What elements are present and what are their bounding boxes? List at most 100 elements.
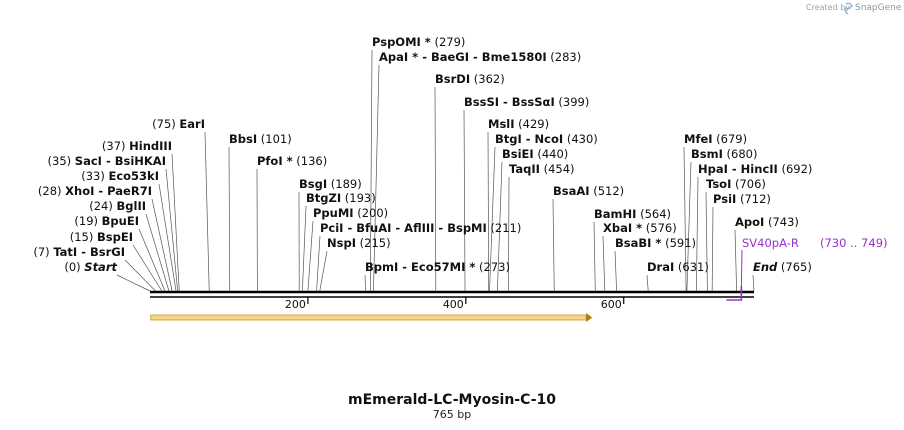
site-label-bsgi[interactable]: BsgI (189) [299,177,362,191]
leader-bsmi [686,161,692,292]
site-label-drai[interactable]: DraI (631) [647,260,709,274]
site-aliases: - HincII [728,162,778,176]
leader-hindiii [171,153,180,292]
site-label-bpmi[interactable]: BpmI - Eco57MI * (273) [365,260,510,274]
site-position: (75) [152,117,179,131]
site-name: EarI [179,117,205,131]
leader-bsaai [552,198,555,292]
site-label-taqii[interactable]: TaqII (454) [509,162,575,176]
feature-range: (730 .. 749) [820,236,888,250]
leader-tati [124,259,156,292]
site-position: (0) [64,260,84,274]
site-name: Eco53kI [108,169,159,183]
site-label-mfei[interactable]: MfeI (679) [684,132,747,146]
leader-nspi [319,250,328,292]
site-label-xhoi[interactable]: (28) XhoI - PaeR7I [38,184,152,198]
feature-name: SV40pA-R [742,236,799,250]
site-aliases: - NcoI [522,132,563,146]
leader-bpmi [364,274,366,292]
site-name: ApoI [735,215,764,229]
site-position: (193) [341,191,376,205]
site-label-bamhi[interactable]: BamHI (564) [594,207,671,221]
site-name: PpuMI [313,206,354,220]
site-label-ppumi[interactable]: PpuMI (200) [313,206,388,220]
site-label-pfoi[interactable]: PfoI * (136) [257,154,327,168]
site-label-pcii[interactable]: PciI - BfuAI - AflIII - BspMI (211) [320,221,521,235]
site-label-btgzi[interactable]: BtgZI (193) [306,191,376,205]
site-label-hindiii[interactable]: (37) HindIII [102,139,172,153]
site-label-bsaai[interactable]: BsaAI (512) [553,184,624,198]
site-name: DraI [647,260,674,274]
site-label-bpuei[interactable]: (19) BpuEI [74,214,139,228]
site-label-psii[interactable]: PsiI (712) [713,192,771,206]
site-position: (429) [515,117,550,131]
site-position: (211) [487,221,522,235]
site-label-end[interactable]: End (765) [753,260,812,274]
site-name: PspOMI * [372,35,431,49]
site-name: BsaAI [553,184,590,198]
site-label-eari[interactable]: (75) EarI [152,117,205,131]
site-name: NspI [327,236,356,250]
site-position: (512) [590,184,625,198]
leader-bsssi [463,109,466,292]
site-position: (454) [540,162,575,176]
site-label-pspomi[interactable]: PspOMI * (279) [372,35,465,49]
feature-leader [740,249,743,287]
leader-btgzi [302,205,307,292]
leader-start [116,274,151,292]
site-label-xbai[interactable]: XbaI * (576) [603,221,677,235]
site-label-saci[interactable]: (35) SacI - BsiHKAI [48,154,166,168]
site-name: BbsI [229,132,257,146]
site-name: PfoI * [257,154,293,168]
site-name: XbaI * [603,221,642,235]
site-position: (33) [81,169,108,183]
orf-arrow[interactable] [150,313,593,322]
site-name: BsgI [299,177,327,191]
site-label-start[interactable]: (0) Start [64,260,117,274]
leader-bglii [145,213,170,292]
site-name: HindIII [129,139,172,153]
credit-text: Created by [806,3,850,12]
site-label-bglii[interactable]: (24) BglII [89,199,146,213]
leader-msli [487,131,490,292]
site-position: (399) [555,95,590,109]
site-position: (283) [547,50,582,64]
site-label-apoi[interactable]: ApoI (743) [735,215,799,229]
feature-sv40pa-r[interactable]: SV40pA-R (730 .. 749) [726,236,888,301]
site-name: BsrDI [435,72,470,86]
site-label-bspei[interactable]: (15) BspEI [70,230,133,244]
site-position: (679) [713,132,748,146]
site-label-bbsi[interactable]: BbsI (101) [229,132,292,146]
site-label-apai[interactable]: ApaI * - BaeGI - Bme1580I (283) [379,50,581,64]
site-position: (136) [293,154,328,168]
leader-pspomi [369,49,373,292]
site-label-hpai[interactable]: HpaI - HincII (692) [698,162,812,176]
site-label-bsssi[interactable]: BssSI - BssSαI (399) [464,95,589,109]
site-label-bsmi[interactable]: BsmI (680) [691,147,757,161]
site-name: TsoI [706,177,731,191]
site-name: BsaBI * [615,236,661,250]
site-label-eco53ki[interactable]: (33) Eco53kI [81,169,159,183]
site-name: TatI [53,245,77,259]
site-label-tsoi[interactable]: TsoI (706) [706,177,766,191]
leader-tsoi [705,191,708,292]
site-labels: (0) Start(7) TatI - BsrGI(15) BspEI (19) … [33,35,812,274]
leader-mfei [683,146,687,292]
site-position: (692) [778,162,813,176]
site-position: (712) [736,192,771,206]
site-label-bsiei[interactable]: BsiEI (440) [502,147,568,161]
site-name: Start [84,260,117,274]
site-name: BssSI [464,95,499,109]
site-label-nspi[interactable]: NspI (215) [327,236,391,250]
site-label-msli[interactable]: MslI (429) [488,117,549,131]
snapgene-credit: Created by SnapGene [806,2,902,15]
site-label-bsabi[interactable]: BsaBI * (591) [615,236,696,250]
site-name: BtgI [495,132,522,146]
site-position: (37) [102,139,129,153]
site-label-btgi[interactable]: BtgI - NcoI (430) [495,132,598,146]
site-label-tati[interactable]: (7) TatI - BsrGI [33,245,125,259]
site-label-bsrdi[interactable]: BsrDI (362) [435,72,505,86]
site-position: (680) [723,147,758,161]
site-name: BpmI [365,260,398,274]
leader-bbsi [228,146,231,292]
